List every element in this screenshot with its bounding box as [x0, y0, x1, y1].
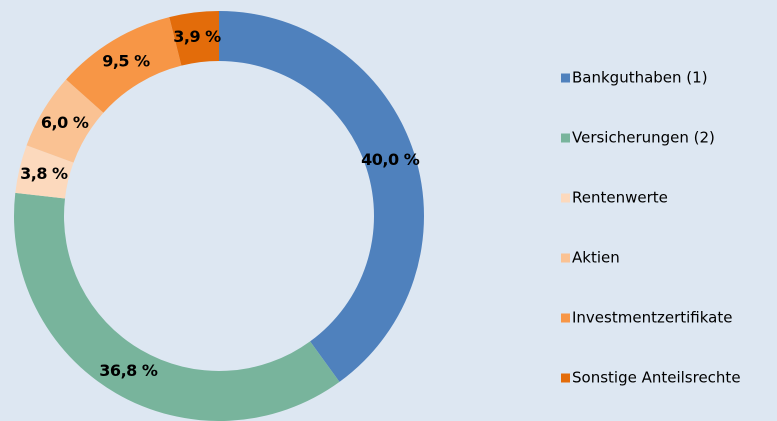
legend-marker [561, 193, 570, 203]
legend-label: Rentenwerte [572, 189, 668, 207]
legend-marker [561, 73, 570, 83]
legend-label: Bankguthaben (1) [572, 69, 708, 87]
donut-segment [15, 145, 74, 199]
data-label: 6,0 % [41, 113, 89, 132]
legend-marker [561, 373, 570, 383]
donut-segment [26, 79, 104, 163]
legend-marker [561, 313, 570, 323]
data-label: 40,0 % [361, 150, 420, 169]
legend-label: Sonstige Anteilsrechte [572, 369, 741, 387]
data-label: 3,8 % [20, 164, 68, 183]
donut-segment [66, 17, 182, 113]
donut-segment [219, 11, 424, 382]
legend-label: Versicherungen (2) [572, 129, 715, 147]
legend-label: Aktien [572, 249, 620, 267]
donut-segment [169, 11, 219, 66]
data-label: 36,8 % [99, 361, 158, 380]
donut-segment [14, 192, 340, 421]
data-label: 3,9 % [173, 27, 221, 46]
data-label: 9,5 % [102, 51, 150, 70]
legend-label: Investmentzertifikate [572, 309, 732, 327]
legend-marker [561, 133, 570, 143]
legend-marker [561, 253, 570, 263]
